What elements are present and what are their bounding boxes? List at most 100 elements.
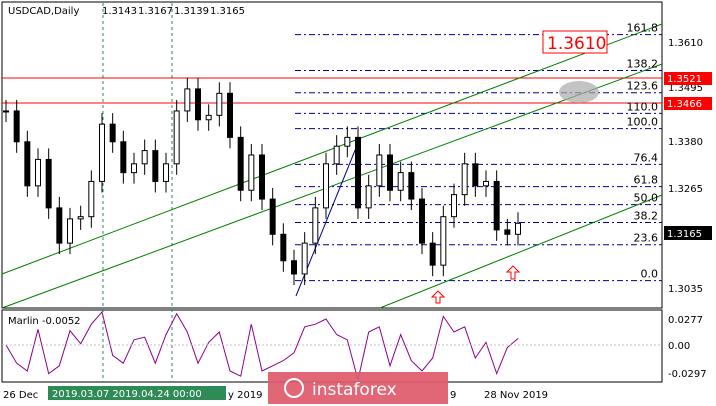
- channel-line-upper: [1, 23, 663, 275]
- price-tick-5: 1.3035: [668, 284, 703, 295]
- candle-body-35: [376, 154, 383, 187]
- target-zone-ellipse: [559, 81, 599, 103]
- marlin-tick-1: 0.0277: [668, 315, 703, 326]
- candle-body-39: [419, 198, 425, 244]
- candle-body-28: [301, 242, 308, 275]
- red-tag-top: [664, 72, 712, 85]
- fibonacci-label-2: 123.6: [627, 80, 659, 93]
- candle-body-32: [344, 136, 351, 147]
- price-tick-2: 1.3495: [668, 83, 703, 94]
- marlin-label: Marlin -0.0052: [8, 316, 81, 327]
- candle-body-38: [408, 172, 415, 200]
- candle-body-17: [184, 88, 191, 112]
- marlin-tick-2: 0.00: [668, 341, 690, 352]
- watermark-logo-icon: [284, 378, 304, 398]
- red-tag-bottom-label: 1.3466: [667, 99, 702, 110]
- candle-body-30: [323, 163, 329, 209]
- candle-body-14: [152, 150, 159, 182]
- price-tick-3: 1.3380: [668, 137, 703, 148]
- fibonacci-label-6: 61.8: [634, 174, 659, 187]
- candle-body-21: [227, 92, 233, 138]
- up-arrow-right: [505, 265, 521, 280]
- candle-body-45: [483, 180, 489, 187]
- date-label-3: 9: [450, 390, 456, 401]
- candle-body-13: [141, 150, 148, 165]
- symbol-label: USDCAD,Daily: [8, 6, 79, 17]
- fibonacci-label-7: 50.0: [634, 192, 659, 205]
- candle-body-3: [35, 158, 41, 187]
- candle-body-31: [333, 145, 340, 165]
- candle-body-24: [259, 154, 265, 200]
- candle-body-10: [109, 123, 116, 143]
- candle-body-19: [205, 114, 212, 121]
- candle-body-5: [56, 207, 63, 244]
- candle-body-40: [429, 242, 436, 266]
- candle-body-42: [451, 194, 457, 218]
- candle-body-43: [461, 163, 468, 196]
- candle-body-33: [355, 136, 361, 209]
- marlin-tick-3: -0.0297: [668, 369, 707, 380]
- channel-line-lower: [379, 194, 663, 309]
- target-price-box: [542, 30, 608, 54]
- candle-body-6: [67, 218, 73, 244]
- marlin-indicator-line: [5, 310, 519, 381]
- open-value: 1.3143: [102, 6, 137, 17]
- red-tag-top-label: 1.3521: [667, 74, 702, 85]
- fibonacci-label-4: 100.0: [627, 116, 659, 129]
- fibonacci-label-5: 76.4: [634, 151, 659, 164]
- candle-body-47: [504, 229, 511, 235]
- candle-body-1: [13, 110, 20, 143]
- candle-body-4: [45, 158, 52, 209]
- high-value: 1.3167: [138, 6, 173, 17]
- candle-body-12: [131, 163, 137, 174]
- channel-line-middle: [1, 63, 663, 309]
- fibonacci-label-9: 23.6: [634, 232, 659, 245]
- low-value: 1.3139: [174, 6, 209, 17]
- date-label-2: y 2019: [228, 390, 263, 401]
- fibonacci-label-8: 38.2: [634, 210, 659, 223]
- candle-body-11: [120, 141, 127, 174]
- fibonacci-label-10: 0.0: [641, 268, 659, 281]
- price-tick-1: 1.3610: [668, 38, 703, 49]
- target-price-label: 1.3610: [547, 34, 606, 54]
- candle-body-27: [291, 260, 297, 275]
- candle-body-34: [365, 185, 372, 209]
- candle-body-7: [77, 216, 84, 220]
- candle-body-18: [195, 88, 201, 121]
- watermark-banner: [268, 372, 448, 404]
- candle-body-20: [216, 92, 223, 116]
- candle-body-41: [440, 216, 447, 266]
- candle-body-0: [3, 110, 9, 113]
- indicator-plot-frame: [1, 309, 663, 383]
- current-price-label: 1.3165: [667, 229, 702, 240]
- candle-body-8: [88, 180, 95, 218]
- candle-body-37: [397, 172, 404, 191]
- candle-body-29: [312, 207, 319, 244]
- close-value: 1.3165: [210, 6, 245, 17]
- date-highlight-label: 2019.03.07 2019.04.24 00:00: [52, 389, 202, 400]
- watermark-text: instaforex: [312, 380, 397, 400]
- candle-body-23: [248, 154, 255, 191]
- candle-body-16: [173, 110, 180, 165]
- fibonacci-label-3: 110.0: [627, 100, 659, 113]
- price-candles: [3, 77, 521, 285]
- fibonacci-label-0: 161.8: [627, 22, 659, 35]
- fibonacci-levels: [295, 34, 662, 282]
- candle-body-44: [472, 163, 479, 187]
- candle-body-25: [269, 198, 276, 235]
- candle-body-15: [163, 163, 169, 182]
- current-price-tag: [664, 226, 712, 240]
- date-label-1: 26 Dec: [3, 390, 38, 401]
- date-label-4: 28 Nov 2019: [484, 390, 548, 401]
- candle-body-2: [24, 141, 31, 187]
- price-tick-4: 1.3265: [668, 184, 703, 195]
- fibonacci-label-1: 138.2: [627, 58, 659, 71]
- date-highlight-box: [48, 386, 226, 400]
- red-tag-bottom: [664, 97, 712, 110]
- candle-body-9: [99, 123, 105, 182]
- candle-body-36: [387, 154, 393, 191]
- up-arrow-left: [430, 290, 446, 304]
- candle-body-26: [280, 233, 287, 262]
- candle-body-48: [515, 222, 521, 235]
